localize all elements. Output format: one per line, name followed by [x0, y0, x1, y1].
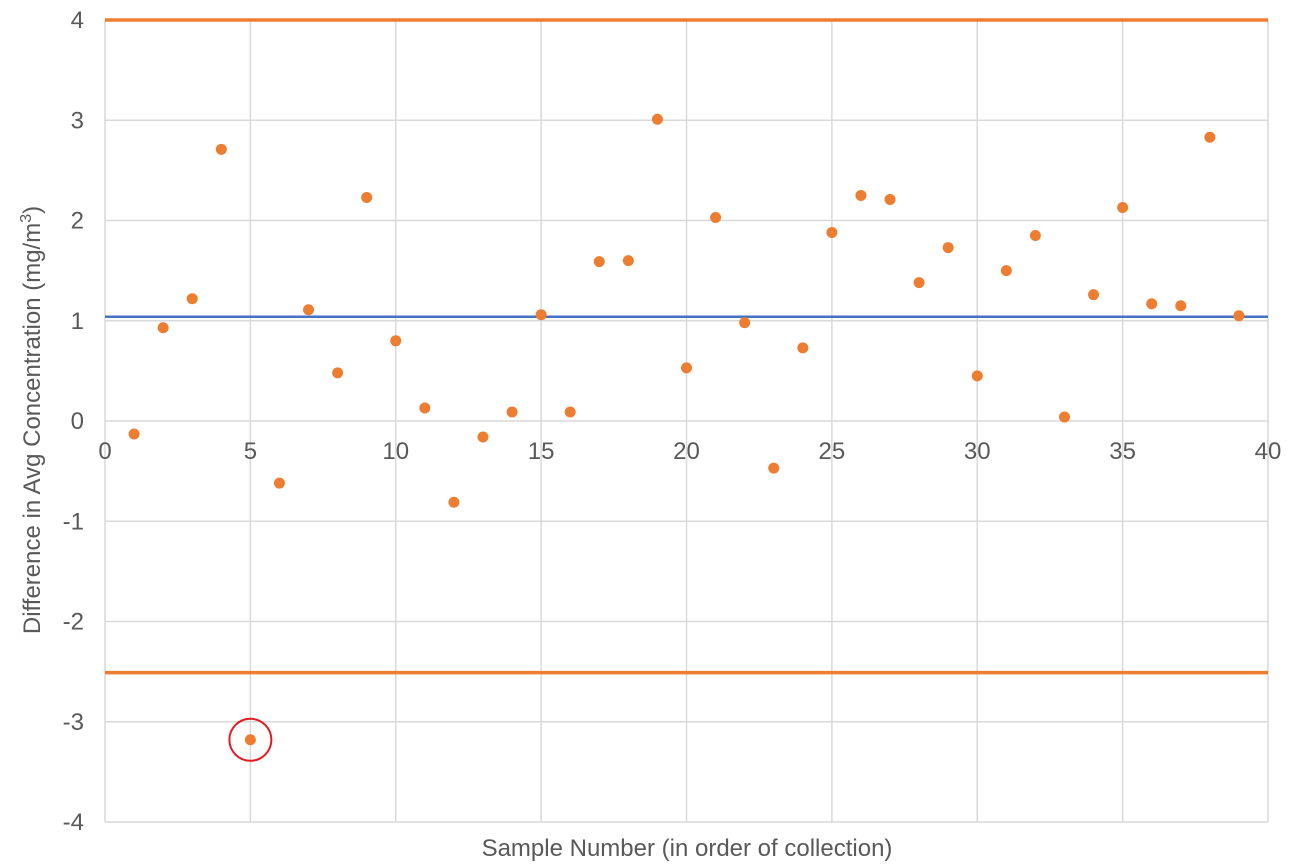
- data-point: [855, 189, 867, 201]
- x-tick-label: 0: [98, 438, 111, 465]
- data-point: [332, 367, 344, 379]
- data-point: [797, 342, 809, 354]
- data-point: [681, 362, 692, 374]
- x-tick-label: 10: [382, 438, 409, 465]
- x-tick-label: 5: [244, 438, 257, 465]
- data-point: [157, 322, 169, 334]
- data-point: [1117, 201, 1129, 213]
- data-point: [303, 304, 315, 316]
- data-point: [1088, 289, 1100, 301]
- y-tick-label: -1: [63, 508, 84, 535]
- y-tick-label: 3: [71, 107, 84, 134]
- y-tick-label: -3: [63, 709, 84, 736]
- data-point: [1233, 310, 1245, 322]
- y-tick-label: -4: [63, 809, 84, 836]
- data-point: [884, 193, 896, 205]
- data-points: [128, 113, 1245, 746]
- data-point: [477, 431, 489, 443]
- data-point: [273, 477, 285, 489]
- y-tick-label: 0: [71, 408, 84, 435]
- x-tick-label: 40: [1255, 438, 1282, 465]
- reference-lines: [105, 18, 1268, 675]
- y-axis-title: Difference in Avg Concentration (mg/m3): [18, 206, 46, 634]
- data-point: [1000, 265, 1012, 277]
- data-point: [535, 309, 547, 321]
- y-axis-tick-labels: 4 3 2 1 0 -1 -2 -3 -4: [63, 7, 84, 836]
- data-point: [913, 277, 925, 289]
- x-axis-tick-labels: 0 5 10 15 20 25 30 35 40: [98, 438, 1281, 465]
- y-tick-label: 1: [71, 308, 84, 335]
- data-point: [1175, 300, 1187, 312]
- data-point: [622, 255, 634, 267]
- data-point: [186, 293, 198, 305]
- data-point: [564, 406, 576, 418]
- data-point: [1204, 131, 1216, 143]
- data-point: [768, 462, 780, 474]
- data-point: [215, 143, 227, 155]
- data-point: [244, 734, 256, 746]
- data-point: [1029, 230, 1041, 242]
- data-point: [390, 335, 402, 347]
- y-tick-label: 4: [71, 7, 84, 34]
- data-point: [739, 317, 751, 329]
- data-point: [361, 191, 373, 203]
- data-point: [419, 402, 431, 414]
- data-point: [971, 370, 983, 382]
- x-tick-label: 35: [1109, 438, 1136, 465]
- y-axis-title-superscript: 3: [18, 214, 35, 223]
- data-point: [942, 242, 954, 254]
- x-tick-label: 25: [819, 438, 846, 465]
- data-point: [826, 227, 838, 239]
- data-point: [651, 113, 663, 125]
- gridlines: [104, 19, 1269, 823]
- outlier-highlight-circle: [228, 717, 273, 762]
- data-point: [506, 406, 518, 418]
- x-tick-label: 15: [528, 438, 555, 465]
- data-point: [448, 496, 460, 508]
- x-tick-label: 20: [673, 438, 700, 465]
- data-point: [1146, 298, 1158, 310]
- x-tick-label: 30: [964, 438, 991, 465]
- data-point: [1058, 411, 1070, 423]
- data-point: [128, 428, 140, 440]
- y-tick-label: 2: [71, 208, 84, 235]
- y-tick-label: -2: [63, 609, 84, 636]
- data-point: [710, 211, 722, 223]
- data-point: [593, 256, 605, 268]
- x-axis-title: Sample Number (in order of collection): [482, 835, 893, 862]
- y-axis-title-end: ): [19, 206, 46, 214]
- y-axis-title-main: Difference in Avg Concentration (mg/m: [19, 223, 46, 634]
- highlight-annotation: [228, 717, 273, 762]
